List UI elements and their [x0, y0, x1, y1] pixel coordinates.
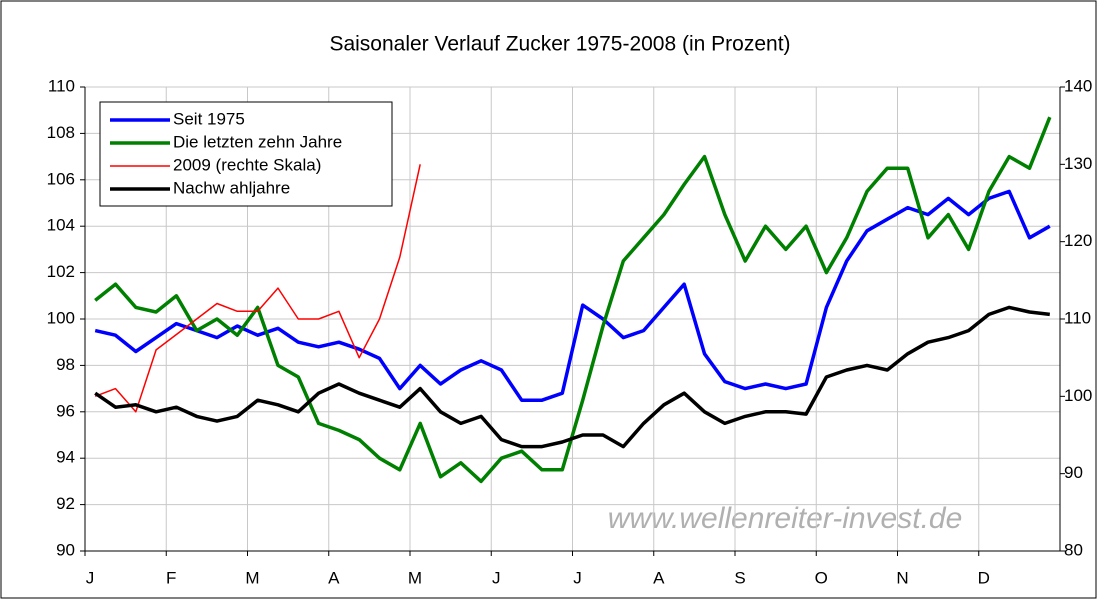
y-tick-label: 98: [56, 355, 75, 374]
x-tick-label: M: [408, 568, 422, 587]
y-tick-label: 92: [56, 494, 75, 513]
y2-tick-label: 80: [1064, 540, 1083, 559]
y2-tick-label: 90: [1064, 463, 1083, 482]
series-line: [94, 305, 1051, 449]
y-tick-label: 96: [56, 401, 75, 420]
y-tick-label: 102: [47, 262, 75, 281]
x-tick-label: J: [573, 568, 582, 587]
watermark: www.wellenreiter-invest.de: [608, 502, 963, 535]
x-tick-label: S: [734, 568, 745, 587]
series-line: [94, 164, 421, 413]
y-tick-label: 94: [56, 448, 75, 467]
x-tick-label: N: [896, 568, 908, 587]
y2-tick-label: 120: [1064, 231, 1092, 250]
legend-label: Die letzten zehn Jahre: [173, 132, 342, 151]
x-tick-label: F: [166, 568, 176, 587]
y-tick-label: 100: [47, 308, 75, 327]
y-tick-label: 110: [48, 76, 75, 95]
y-tick-label: 90: [56, 540, 75, 559]
series-line: [94, 189, 1051, 402]
y2-tick-label: 130: [1064, 154, 1092, 173]
chart-title: Saisonaler Verlauf Zucker 1975-2008 (in …: [329, 33, 790, 56]
legend-label: Nachw ahljahre: [173, 178, 290, 197]
legend-label: 2009 (rechte Skala): [173, 155, 321, 174]
y-tick-label: 108: [47, 123, 75, 142]
y-tick-label: 104: [47, 216, 75, 235]
x-tick-label: J: [86, 568, 95, 587]
x-tick-label: A: [653, 568, 665, 587]
y-tick-label: 106: [47, 169, 75, 188]
x-tick-label: A: [328, 568, 340, 587]
legend-label: Seit 1975: [173, 109, 245, 128]
y2-tick-label: 110: [1064, 308, 1091, 327]
x-tick-label: M: [245, 568, 259, 587]
y2-tick-label: 100: [1064, 386, 1092, 405]
y2-tick-label: 140: [1064, 76, 1092, 95]
x-tick-label: J: [492, 568, 501, 587]
x-tick-label: D: [978, 568, 990, 587]
x-tick-label: O: [815, 568, 828, 587]
